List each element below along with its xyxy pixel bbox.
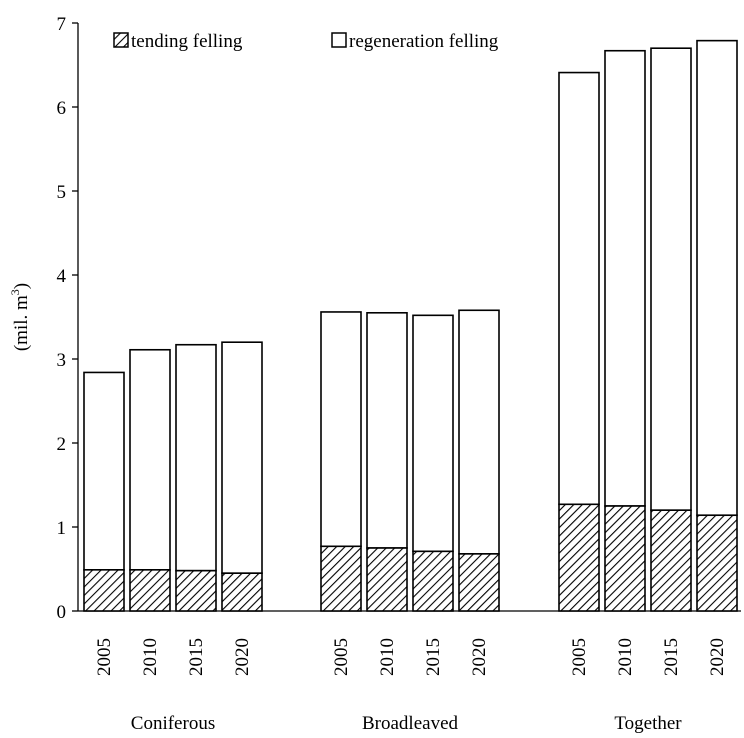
legend-label-tending: tending felling bbox=[131, 31, 243, 52]
bar-tending-coniferous-2015 bbox=[175, 569, 217, 612]
x-tick-label: 2020 bbox=[232, 638, 253, 676]
y-axis-label: (mil. m3) bbox=[8, 283, 32, 351]
group-label-broadleaved: Broadleaved bbox=[362, 713, 459, 734]
bar-regeneration-broadleaved-2020 bbox=[458, 309, 500, 555]
x-tick-label: 2020 bbox=[707, 638, 728, 676]
x-ticks: 2005 2010 2015 2020 2005 2010 2015 2020 2005 2010… bbox=[94, 638, 728, 676]
bar-regeneration-together-2020 bbox=[696, 39, 738, 517]
x-tick-label: 2005 bbox=[331, 638, 352, 676]
y-tick-label: 2 bbox=[57, 434, 67, 455]
bar-regeneration-coniferous-2015 bbox=[175, 343, 217, 572]
y-tick-label: 3 bbox=[57, 350, 67, 371]
bar-regeneration-coniferous-2005 bbox=[83, 371, 125, 571]
legend-label-regeneration: regeneration felling bbox=[349, 31, 499, 52]
y-axis-label-main: (mil. m bbox=[11, 295, 32, 351]
bars bbox=[83, 39, 738, 612]
x-tick-label: 2010 bbox=[615, 638, 636, 676]
legend-swatch-tending bbox=[113, 32, 129, 48]
bar-regeneration-broadleaved-2005 bbox=[320, 311, 362, 548]
bar-tending-together-2020 bbox=[696, 514, 738, 612]
group-label-together: Together bbox=[614, 713, 682, 734]
bar-regeneration-together-2010 bbox=[604, 49, 646, 507]
bar-regeneration-broadleaved-2010 bbox=[366, 311, 408, 549]
legend-item-regeneration: regeneration felling bbox=[331, 31, 499, 52]
x-tick-label: 2010 bbox=[140, 638, 161, 676]
bar-tending-coniferous-2020 bbox=[221, 572, 263, 612]
bar-tending-together-2005 bbox=[558, 503, 600, 612]
x-tick-label: 2015 bbox=[423, 638, 444, 676]
legend-swatch-regeneration bbox=[331, 32, 347, 48]
y-axis-label-close: ) bbox=[11, 283, 32, 289]
bar-tending-broadleaved-2010 bbox=[366, 547, 408, 612]
x-tick-label: 2005 bbox=[569, 638, 590, 676]
bar-tending-broadleaved-2015 bbox=[412, 550, 454, 612]
bar-tending-coniferous-2005 bbox=[83, 569, 125, 612]
x-tick-label: 2005 bbox=[94, 638, 115, 676]
bar-regeneration-broadleaved-2015 bbox=[412, 314, 454, 553]
y-tick-label: 6 bbox=[57, 98, 67, 119]
group-label-coniferous: Coniferous bbox=[131, 713, 215, 734]
x-tick-label: 2010 bbox=[377, 638, 398, 676]
y-tick-label: 5 bbox=[57, 182, 67, 203]
legend: tending felling regeneration felling bbox=[113, 31, 499, 52]
x-tick-label: 2015 bbox=[661, 638, 682, 676]
bar-tending-together-2010 bbox=[604, 505, 646, 612]
y-axis-label-superscript: 3 bbox=[8, 289, 22, 295]
bar-regeneration-together-2015 bbox=[650, 47, 692, 512]
y-tick-label: 7 bbox=[57, 14, 67, 35]
legend-item-tending: tending felling bbox=[113, 31, 243, 52]
y-tick-label: 0 bbox=[57, 602, 67, 623]
y-tick-label: 4 bbox=[57, 266, 67, 287]
bar-regeneration-together-2005 bbox=[558, 71, 600, 506]
bar-tending-together-2015 bbox=[650, 509, 692, 612]
y-tick-label: 1 bbox=[57, 518, 67, 539]
y-ticks: 0 1 2 3 4 5 6 7 bbox=[57, 14, 78, 623]
group-labels: Coniferous Broadleaved Together bbox=[131, 713, 683, 734]
x-tick-label: 2020 bbox=[469, 638, 490, 676]
x-tick-label: 2015 bbox=[186, 638, 207, 676]
bar-tending-broadleaved-2005 bbox=[320, 545, 362, 612]
bar-regeneration-coniferous-2010 bbox=[129, 348, 171, 571]
bar-tending-broadleaved-2020 bbox=[458, 553, 500, 612]
bar-tending-coniferous-2010 bbox=[129, 569, 171, 612]
bar-regeneration-coniferous-2020 bbox=[221, 341, 263, 575]
